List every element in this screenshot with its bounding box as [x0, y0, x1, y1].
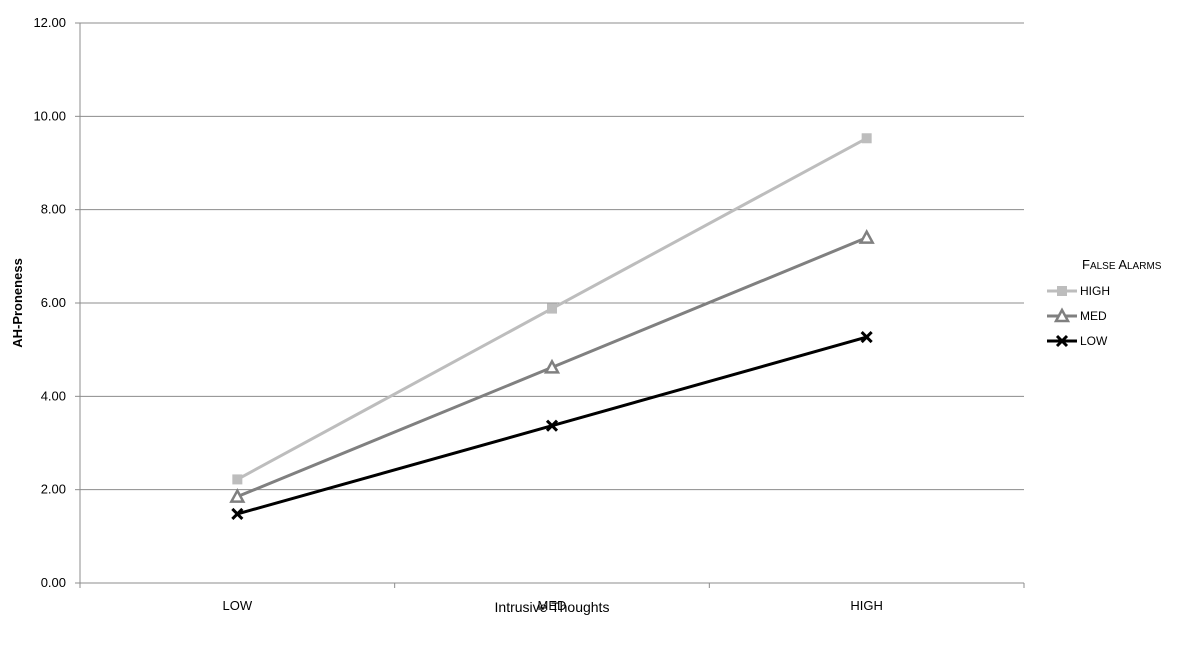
legend-title-cap: F: [1082, 257, 1090, 272]
legend-title: FALSE ALARMS: [1082, 257, 1162, 272]
data-point-low-stroke: [545, 419, 559, 432]
y-tick-label: 6.00: [41, 295, 66, 310]
axes: [79, 23, 1025, 588]
legend-title-rest: LARMS: [1127, 261, 1162, 272]
y-axis-title: AH-Proneness: [10, 258, 25, 348]
y-tick-labels: 0.00 2.00 4.00 6.00 8.00 10.00 12.00: [33, 15, 66, 590]
data-point-low: [545, 419, 559, 432]
data-point-med: [858, 229, 875, 244]
legend-marker-low: [1055, 334, 1069, 348]
x-tick-label: HIGH: [850, 598, 883, 613]
data-point-high: [861, 133, 872, 144]
data-point-low: [231, 507, 244, 520]
x-axis-title: Intrusive Thoughts: [495, 599, 610, 615]
legend-marker-low-stroke: [1055, 334, 1069, 348]
legend-label-med: MED: [1080, 309, 1107, 323]
legend-label-low: LOW: [1080, 334, 1108, 348]
data-point-low-stroke: [860, 331, 873, 344]
y-tick-label: 2.00: [41, 482, 66, 497]
legend-title-cap: A: [1118, 257, 1127, 272]
x-tick-label: MED: [538, 598, 567, 613]
x-tick-label: LOW: [223, 598, 253, 613]
data-point-low: [860, 331, 873, 344]
y-tick-label: 8.00: [41, 202, 66, 217]
gridlines: [75, 22, 1024, 584]
legend-label-high: HIGH: [1080, 284, 1110, 298]
y-tick-label: 4.00: [41, 388, 66, 403]
y-tick-label: 12.00: [33, 15, 66, 30]
legend-title-rest: ALSE: [1090, 261, 1118, 272]
legend-marker-med: [1053, 307, 1071, 323]
y-tick-label: 0.00: [41, 575, 66, 590]
y-tick-label: 10.00: [33, 108, 66, 123]
x-tick-labels: LOW MED HIGH: [223, 598, 883, 613]
legend: FALSE ALARMS HIGH MED LOW: [1047, 257, 1162, 348]
series-lines: [229, 133, 875, 520]
data-point-med: [543, 358, 561, 374]
legend-marker-high: [1057, 286, 1067, 296]
data-point-high: [232, 474, 243, 485]
data-point-high: [547, 303, 557, 314]
data-point-low-stroke: [231, 507, 244, 520]
data-point-med: [229, 488, 246, 503]
